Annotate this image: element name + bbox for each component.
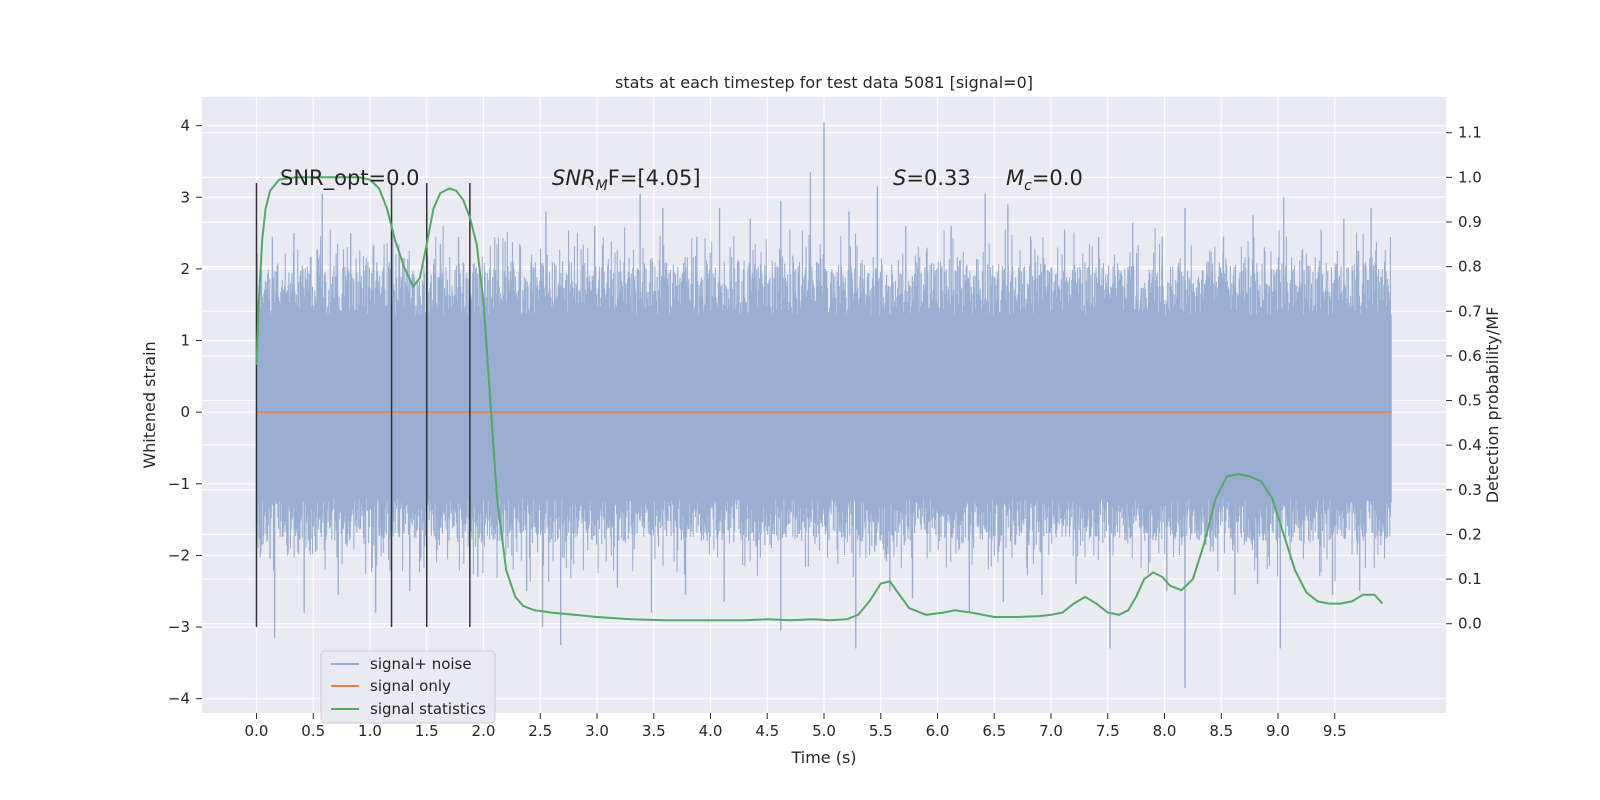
x-tick-label: 3.5 [642, 722, 666, 740]
x-axis: 0.0 0.5 1.0 1.5 2.0 2.5 3.0 3.5 4.0 4.5 5.0 5.5 6.0 6… [245, 713, 1347, 740]
x-tick-label: 4.0 [699, 722, 723, 740]
series-signal-plus-noise [255, 122, 1392, 688]
legend-label-signal-statistics: signal statistics [370, 700, 486, 718]
y2-tick-label: 0.9 [1458, 213, 1482, 231]
x-tick-label: 5.5 [869, 722, 893, 740]
x-tick-label: 1.0 [358, 722, 382, 740]
y2-tick-label: 0.7 [1458, 302, 1482, 320]
chart-title: stats at each timestep for test data 508… [615, 73, 1033, 92]
y-tick-label: −3 [168, 618, 190, 636]
legend: signal+ noise signal only signal statist… [320, 650, 496, 724]
x-axis-label: Time (s) [790, 748, 856, 767]
y2-tick-label: 0.0 [1458, 615, 1482, 633]
x-tick-label: 0.0 [245, 722, 269, 740]
x-tick-label: 8.5 [1209, 722, 1233, 740]
x-tick-label: 6.0 [926, 722, 950, 740]
y-tick-label: −2 [168, 546, 190, 564]
annotation-mc: Mc=0.0 [1006, 166, 1083, 194]
y2-tick-label: 0.6 [1458, 347, 1482, 365]
y-tick-label: 3 [180, 188, 190, 206]
y-axis-label: Whitened strain [140, 341, 159, 468]
y2-tick-label: 0.5 [1458, 392, 1482, 410]
annotation-snr-opt: SNR_opt=0.0 [280, 166, 420, 191]
x-tick-label: 2.5 [528, 722, 552, 740]
x-tick-label: 5.0 [812, 722, 836, 740]
series-signal-statistics [255, 176, 1384, 622]
legend-label-signal-only: signal only [370, 677, 451, 695]
annotation-s: S=0.33 [893, 166, 971, 190]
annotation-snr-mf: SNRMF=[4.05] [552, 166, 701, 194]
y2-tick-label: 0.1 [1458, 570, 1482, 588]
y-tick-label: 4 [180, 117, 190, 135]
y-tick-label: −1 [168, 475, 190, 493]
y2-tick-label: 0.3 [1458, 481, 1482, 499]
x-tick-label: 9.5 [1323, 722, 1347, 740]
x-tick-label: 9.0 [1266, 722, 1290, 740]
y2-tick-label: 0.8 [1458, 258, 1482, 276]
y2-tick-label: 1.1 [1458, 124, 1482, 142]
x-tick-label: 1.5 [415, 722, 439, 740]
y2-axis-label: Detection probability/MF [1483, 307, 1502, 504]
window-lines [255, 182, 471, 628]
x-tick-label: 7.5 [1096, 722, 1120, 740]
y-axis-right: 1.1 1.0 0.9 0.8 0.7 0.6 0.5 0.4 0.3 0.2 0.1 0.0 [1446, 124, 1482, 633]
y2-tick-label: 0.4 [1458, 436, 1482, 454]
x-tick-label: 6.5 [982, 722, 1006, 740]
legend-box [320, 650, 496, 724]
y2-tick-label: 0.2 [1458, 525, 1482, 543]
x-tick-label: 3.0 [585, 722, 609, 740]
x-tick-label: 7.0 [1039, 722, 1063, 740]
x-tick-label: 0.5 [301, 722, 325, 740]
x-tick-label: 8.0 [1153, 722, 1177, 740]
y-tick-label: 0 [180, 403, 190, 421]
x-tick-label: 2.0 [472, 722, 496, 740]
y-tick-label: 2 [180, 260, 190, 278]
y2-tick-label: 1.0 [1458, 168, 1482, 186]
x-tick-label: 4.5 [755, 722, 779, 740]
legend-label-signal-plus-noise: signal+ noise [370, 655, 472, 673]
y-tick-label: 1 [180, 332, 190, 350]
y-axis-left: 4 3 2 1 0 −1 −2 −3 −4 [168, 117, 202, 708]
y-tick-label: −4 [168, 690, 190, 708]
